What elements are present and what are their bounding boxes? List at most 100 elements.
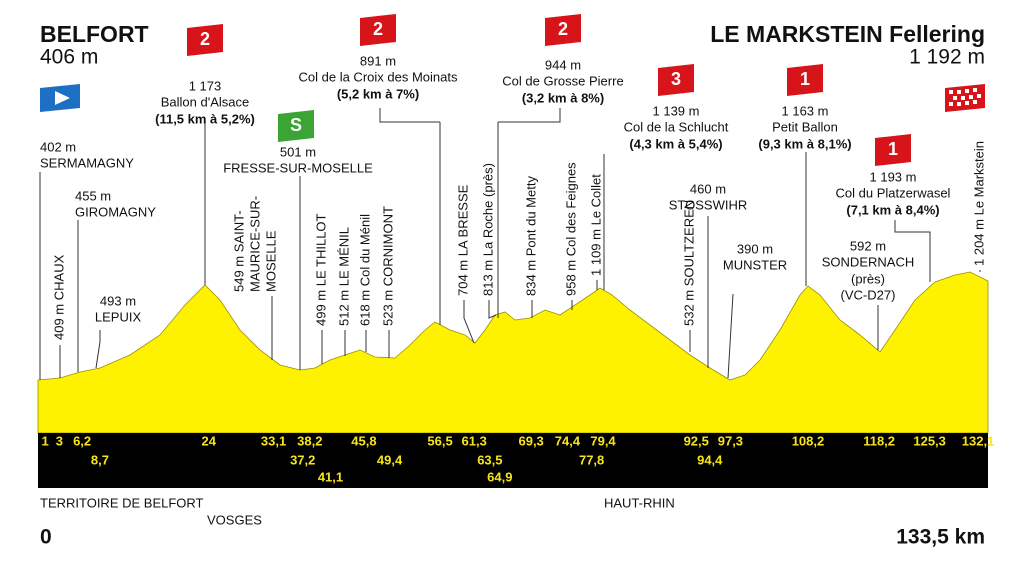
km-marker: 41,1 bbox=[318, 469, 343, 484]
sprint-icon: S bbox=[278, 110, 314, 142]
climb-category: 1 bbox=[800, 69, 810, 89]
vertical-label: 523 m CORNIMONT bbox=[380, 206, 395, 326]
vertical-label: 409 m CHAUX bbox=[51, 254, 66, 340]
climb-altitude: 1 163 m bbox=[782, 103, 829, 118]
climb-detail: (4,3 km à 5,4%) bbox=[629, 136, 722, 151]
km-marker: 24 bbox=[202, 433, 217, 448]
elevation-profile bbox=[37, 271, 989, 434]
climb-category: 2 bbox=[558, 19, 568, 39]
km-marker: 108,2 bbox=[792, 433, 825, 448]
waypoint-name: STOSSWIHR bbox=[669, 197, 748, 212]
km-marker: 118,2 bbox=[863, 433, 895, 448]
vertical-label: 532 m SOULTZEREN bbox=[681, 200, 696, 326]
region: HAUT-RHIN bbox=[604, 495, 675, 510]
climb-detail: (5,2 km à 7%) bbox=[337, 86, 419, 101]
climb-icon-shape bbox=[875, 134, 911, 166]
climb-detail: (7,1 km à 8,4%) bbox=[846, 202, 939, 217]
km-marker: 8,7 bbox=[91, 452, 109, 467]
climb-detail: (11,5 km à 5,2%) bbox=[155, 111, 255, 126]
vertical-label: 1 204 m Le Markstein bbox=[971, 141, 986, 266]
vertical-label: MOSELLE bbox=[263, 230, 278, 292]
start-arrow bbox=[55, 91, 70, 105]
climb-name: Petit Ballon bbox=[772, 119, 838, 134]
vertical-label: 813 m La Roche (près) bbox=[480, 163, 495, 296]
km-marker: 6,2 bbox=[73, 433, 91, 448]
waypoint-name: SONDERNACH bbox=[822, 254, 914, 269]
km-marker: 69,3 bbox=[518, 433, 543, 448]
km-marker: 56,5 bbox=[427, 433, 452, 448]
climb-icon: 3 bbox=[658, 64, 694, 96]
finish-altitude: 1 192 m bbox=[909, 46, 985, 69]
km-marker: 97,3 bbox=[718, 433, 743, 448]
km-marker: 38,2 bbox=[297, 433, 322, 448]
distance-band bbox=[38, 433, 988, 488]
climb-icon: 2 bbox=[187, 24, 223, 56]
climb-category: 3 bbox=[671, 69, 681, 89]
pointer-lines bbox=[39, 108, 981, 380]
vertical-label: 549 m SAINT- bbox=[231, 210, 246, 292]
climb-altitude: 944 m bbox=[545, 57, 581, 72]
km-marker: 63,5 bbox=[477, 452, 502, 467]
waypoint-name: GIROMAGNY bbox=[75, 204, 156, 219]
climb-detail: (3,2 km à 8%) bbox=[522, 90, 604, 105]
km-marker: 132,1 bbox=[962, 433, 995, 448]
vertical-label: 499 m LE THILLOT bbox=[313, 213, 328, 326]
km-marker: 125,3 bbox=[913, 433, 946, 448]
waypoint-name: LEPUIX bbox=[95, 309, 142, 324]
climb-icon-shape bbox=[360, 14, 396, 46]
vertical-label: 834 m Pont du Metty bbox=[523, 176, 538, 296]
climb-altitude: 891 m bbox=[360, 53, 396, 68]
waypoint-altitude: 460 m bbox=[690, 181, 726, 196]
km-marker: 94,4 bbox=[697, 452, 723, 467]
climb-category: 2 bbox=[373, 19, 383, 39]
start-altitude: 406 m bbox=[40, 46, 98, 69]
waypoint-note: (VC-D27) bbox=[841, 287, 896, 302]
vertical-label: 704 m LA BRESSE bbox=[455, 184, 470, 296]
vertical-label: MAURICE-SUR- bbox=[247, 196, 262, 292]
waypoint-note: (près) bbox=[851, 271, 885, 286]
finish-name: LE MARKSTEIN Fellering bbox=[710, 21, 985, 47]
vertical-label: 618 m Col du Ménil bbox=[357, 214, 372, 326]
waypoint-altitude: 493 m bbox=[100, 293, 136, 308]
km-marker: 61,3 bbox=[462, 433, 487, 448]
waypoint-name: MUNSTER bbox=[723, 257, 787, 272]
climb-name: Col de la Croix des Moinats bbox=[299, 69, 458, 84]
region: TERRITOIRE DE BELFORT bbox=[40, 495, 204, 510]
km-marker: 49,4 bbox=[377, 452, 403, 467]
km-marker: 37,2 bbox=[290, 452, 315, 467]
sprint-name: FRESSE-SUR-MOSELLE bbox=[223, 160, 373, 175]
km-marker: 77,8 bbox=[579, 452, 604, 467]
vertical-label: 1 109 m Le Collet bbox=[588, 174, 603, 276]
climb-category: 2 bbox=[200, 29, 210, 49]
climb-icon-shape bbox=[658, 64, 694, 96]
climb-name: Col de Grosse Pierre bbox=[502, 73, 623, 88]
climb-name: Col du Platzerwasel bbox=[836, 185, 951, 200]
km-marker: 33,1 bbox=[261, 433, 286, 448]
vertical-label: 958 m Col des Feignes bbox=[563, 162, 578, 296]
climb-icon-shape bbox=[787, 64, 823, 96]
sprint-altitude: 501 m bbox=[280, 144, 316, 159]
vertical-label: 512 m LE MÉNIL bbox=[336, 227, 351, 326]
climb-altitude: 1 193 m bbox=[870, 169, 917, 184]
km-marker: 1 bbox=[41, 433, 48, 448]
km-marker: 92,5 bbox=[684, 433, 709, 448]
km-marker: 74,4 bbox=[555, 433, 581, 448]
climb-altitude: 1 173 bbox=[189, 78, 222, 93]
climb-icon-shape bbox=[545, 14, 581, 46]
climb-name: Col de la Schlucht bbox=[624, 119, 729, 134]
climb-altitude: 1 139 m bbox=[653, 103, 700, 118]
finish-flag bbox=[945, 84, 985, 112]
waypoint-altitude: 402 m bbox=[40, 139, 76, 154]
climb-detail: (9,3 km à 8,1%) bbox=[758, 136, 851, 151]
climb-icon: 2 bbox=[545, 14, 581, 46]
region: VOSGES bbox=[207, 512, 262, 527]
waypoint-altitude: 592 m bbox=[850, 238, 886, 253]
start-km: 0 bbox=[40, 526, 52, 549]
climb-icon: 1 bbox=[875, 134, 911, 166]
total-distance: 133,5 km bbox=[896, 526, 985, 549]
km-marker: 45,8 bbox=[351, 433, 376, 448]
climb-icon-shape bbox=[187, 24, 223, 56]
sprint-icon-label: S bbox=[290, 115, 302, 135]
climb-icon: 1 bbox=[787, 64, 823, 96]
